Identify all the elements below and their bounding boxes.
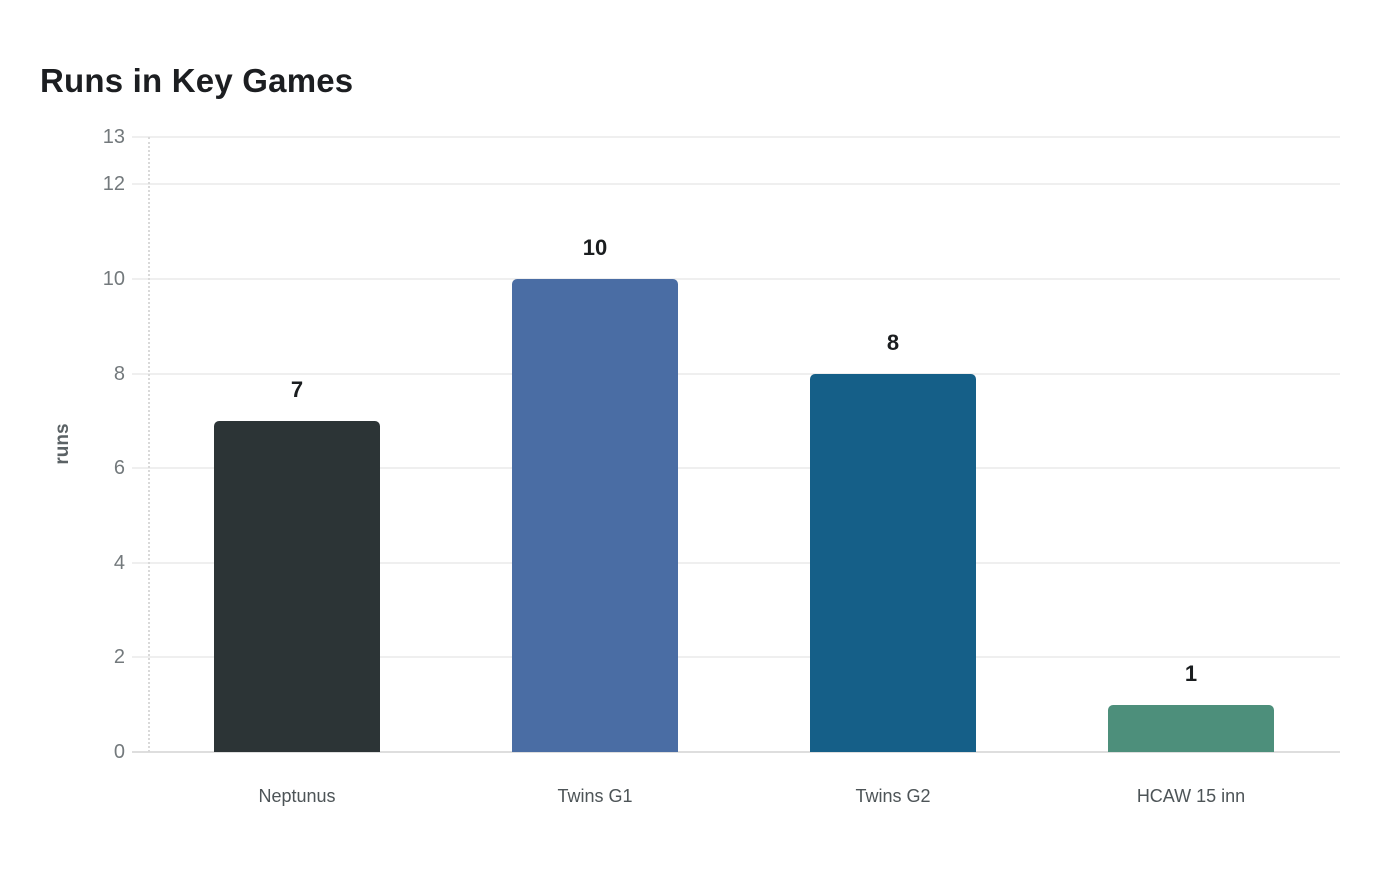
chart-title: Runs in Key Games <box>40 62 354 99</box>
bar-neptunus <box>214 420 380 752</box>
gridline-y-6 <box>132 467 1340 470</box>
bar-value-label: 10 <box>582 234 608 260</box>
y-tick-label: 0 <box>113 741 125 763</box>
gridline-y-13 <box>132 136 1340 138</box>
y-tick-label: 4 <box>113 551 125 574</box>
gridline-y-2 <box>132 656 1340 659</box>
y-tick-label: 12 <box>102 173 125 196</box>
y-tick-label: 2 <box>113 646 125 669</box>
gridline-y-12 <box>132 183 1340 186</box>
x-tick-label: HCAW 15 inn <box>1136 786 1246 806</box>
x-tick-label: Twins G2 <box>855 786 931 806</box>
gridline-y-10 <box>132 277 1340 280</box>
x-tick-label: Neptunus <box>258 786 336 806</box>
bar-hcaw-15-inn <box>1108 704 1274 752</box>
bar-value-label: 1 <box>1184 660 1198 686</box>
gridline-y-4 <box>132 561 1340 564</box>
y-tick-label: 6 <box>113 457 125 480</box>
y-axis-line <box>148 137 150 752</box>
y-tick-label: 13 <box>102 126 125 148</box>
gridline-y-8 <box>132 372 1340 375</box>
gridline-y-0 <box>132 751 1340 753</box>
bar-value-label: 7 <box>290 376 304 402</box>
bar-value-label: 8 <box>886 329 900 355</box>
bar-twins-g2 <box>810 373 976 752</box>
y-tick-label: 10 <box>102 267 125 290</box>
bar-twins-g1 <box>512 278 678 752</box>
x-tick-label: Twins G1 <box>557 786 633 806</box>
y-tick-label: 8 <box>113 362 125 385</box>
